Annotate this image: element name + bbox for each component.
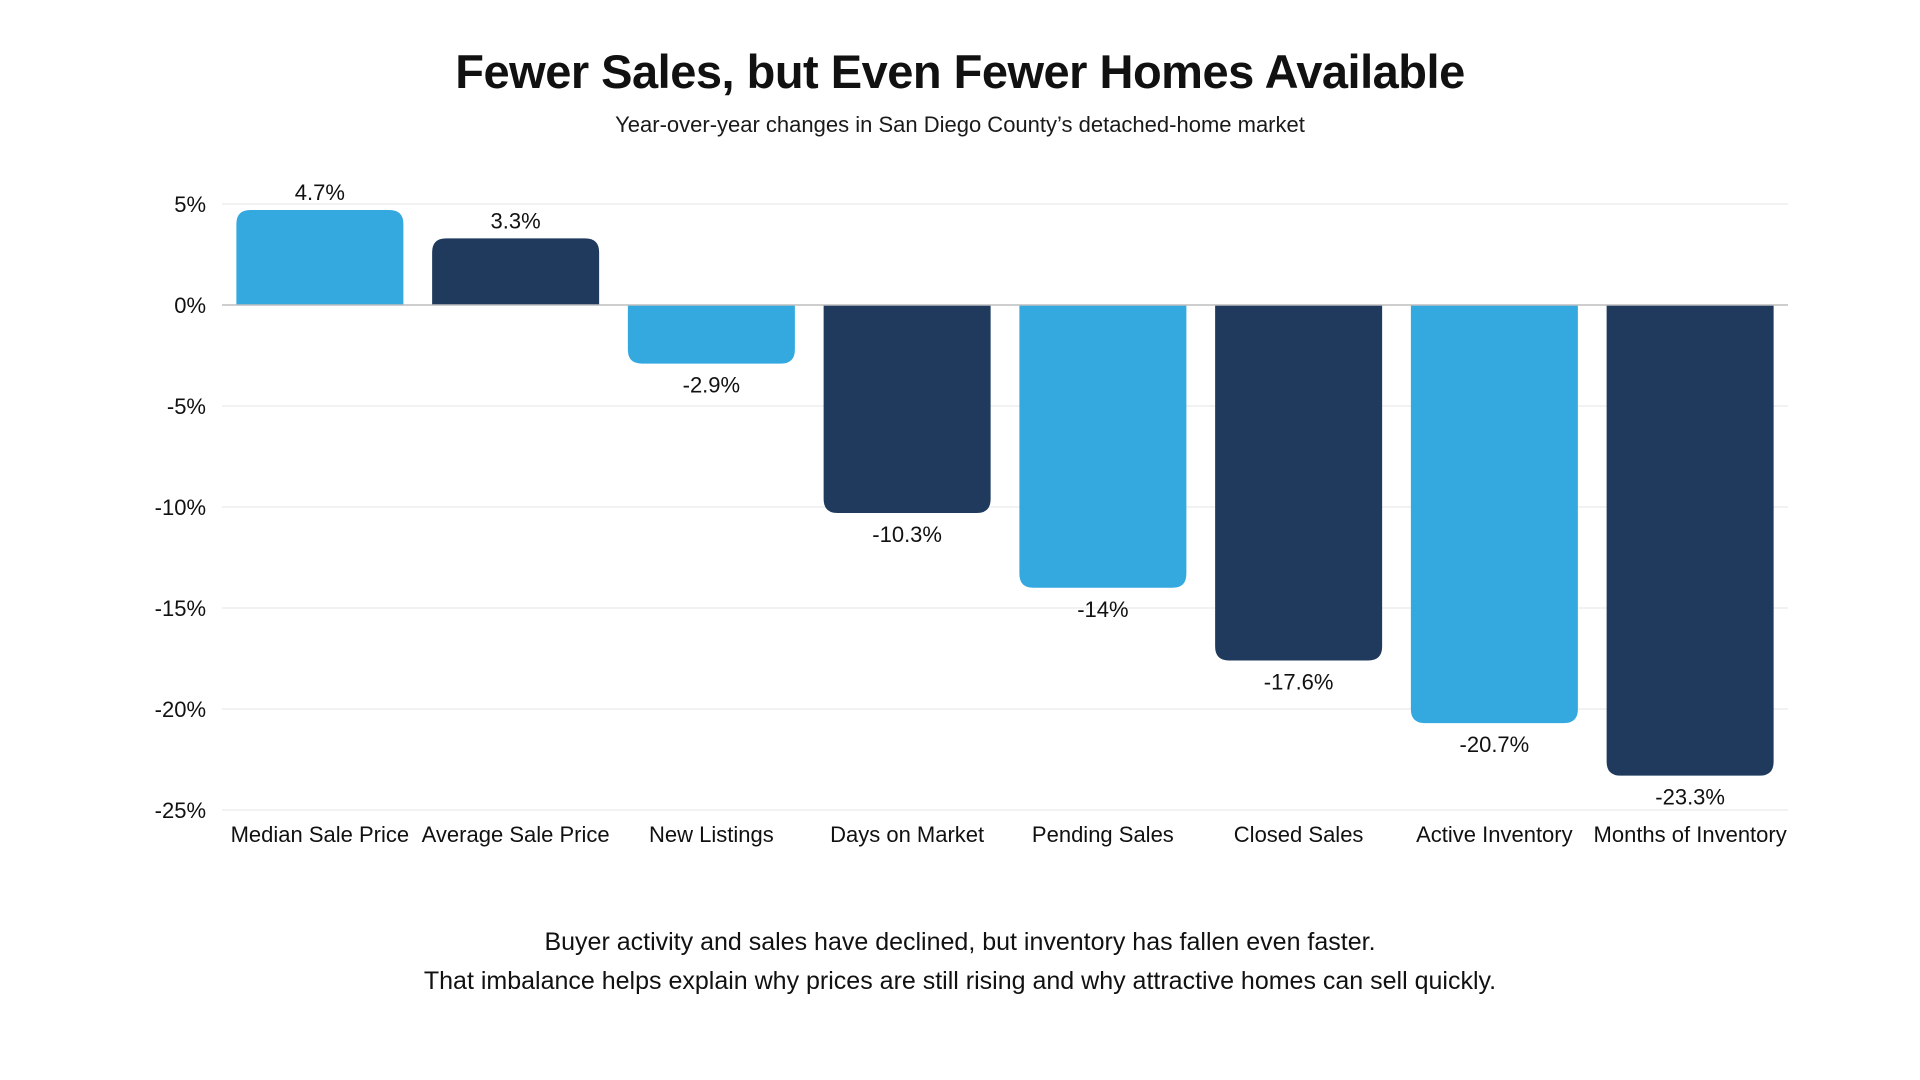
bar-closed-sales (1215, 305, 1383, 661)
data-label: -10.3% (872, 522, 942, 547)
x-tick-label: Closed Sales (1234, 822, 1364, 847)
y-tick-label: -5% (167, 394, 206, 419)
bar-months-of-inventory (1606, 305, 1774, 776)
data-label: 4.7% (295, 180, 345, 205)
chart-title: Fewer Sales, but Even Fewer Homes Availa… (455, 45, 1465, 98)
bar-days-on-market (823, 305, 991, 514)
x-tick-label: Pending Sales (1032, 822, 1174, 847)
bars (236, 210, 1774, 776)
x-tick-label: Median Sale Price (231, 822, 410, 847)
x-tick-label: Average Sale Price (422, 822, 610, 847)
footnote-line-2: That imbalance helps explain why prices … (423, 967, 1497, 995)
data-label: 3.3% (491, 208, 541, 233)
bar-average-sale-price (432, 238, 600, 305)
y-axis: 5% 0% -5% -10% -15% -20% -25% (155, 192, 206, 823)
bar-new-listings (627, 305, 795, 364)
y-tick-label: -20% (155, 697, 206, 722)
footnote-line-1: Buyer activity and sales have declined, … (544, 928, 1376, 956)
x-tick-label: Active Inventory (1416, 822, 1573, 847)
data-labels: 4.7% 3.3% -2.9% -10.3% -14% -17.6% -20.7% -23.3… (295, 180, 1725, 810)
x-tick-label: Days on Market (830, 822, 984, 847)
data-label: -20.7% (1460, 732, 1530, 757)
y-tick-label: -25% (155, 798, 206, 823)
bar-pending-sales (1019, 305, 1187, 588)
chart-subtitle: Year-over-year changes in San Diego Coun… (615, 112, 1305, 137)
y-tick-label: -10% (155, 495, 206, 520)
x-tick-label: New Listings (649, 822, 774, 847)
data-label: -2.9% (683, 373, 740, 398)
data-label: -14% (1077, 597, 1128, 622)
bar-active-inventory (1410, 305, 1578, 724)
data-label: -17.6% (1264, 670, 1334, 695)
data-label: -23.3% (1655, 785, 1725, 810)
bar-median-sale-price (236, 210, 404, 305)
y-tick-label: 5% (174, 192, 206, 217)
y-tick-label: 0% (174, 293, 206, 318)
y-tick-label: -15% (155, 596, 206, 621)
x-axis: Median Sale Price Average Sale Price New L… (231, 822, 1787, 847)
x-tick-label: Months of Inventory (1594, 822, 1787, 847)
